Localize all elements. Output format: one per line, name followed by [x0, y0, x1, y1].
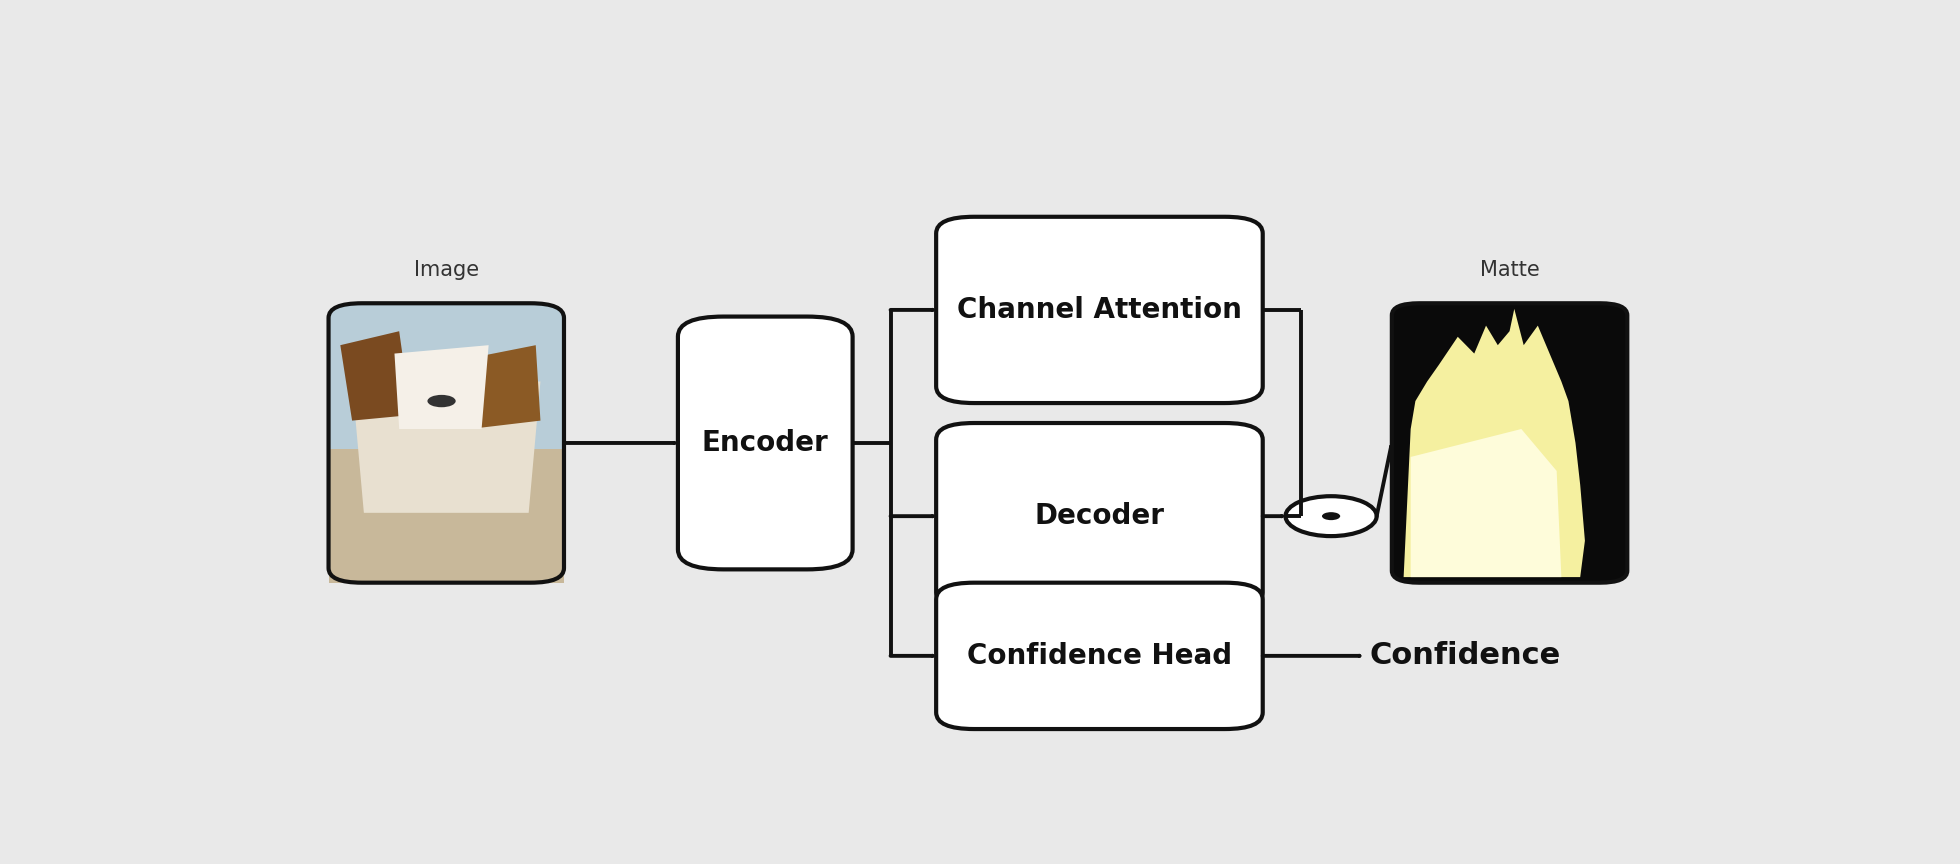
Polygon shape	[394, 346, 488, 429]
Circle shape	[1321, 512, 1341, 520]
Text: Matte: Matte	[1480, 260, 1539, 280]
Circle shape	[1286, 496, 1376, 536]
Text: Encoder: Encoder	[702, 429, 829, 457]
FancyBboxPatch shape	[937, 217, 1262, 403]
FancyBboxPatch shape	[937, 582, 1262, 729]
Polygon shape	[329, 448, 564, 582]
Circle shape	[427, 395, 455, 407]
Polygon shape	[465, 346, 541, 429]
Polygon shape	[1403, 308, 1586, 577]
Text: Image: Image	[414, 260, 478, 280]
Text: Channel Attention: Channel Attention	[956, 295, 1243, 324]
FancyBboxPatch shape	[678, 316, 853, 569]
Text: Confidence: Confidence	[1368, 641, 1560, 670]
Polygon shape	[1411, 429, 1562, 577]
Polygon shape	[353, 382, 541, 513]
FancyBboxPatch shape	[329, 303, 564, 582]
Text: Confidence Head: Confidence Head	[966, 642, 1233, 670]
Text: Decoder: Decoder	[1035, 502, 1164, 530]
Polygon shape	[341, 331, 412, 421]
FancyBboxPatch shape	[937, 423, 1262, 609]
FancyBboxPatch shape	[1392, 303, 1627, 582]
